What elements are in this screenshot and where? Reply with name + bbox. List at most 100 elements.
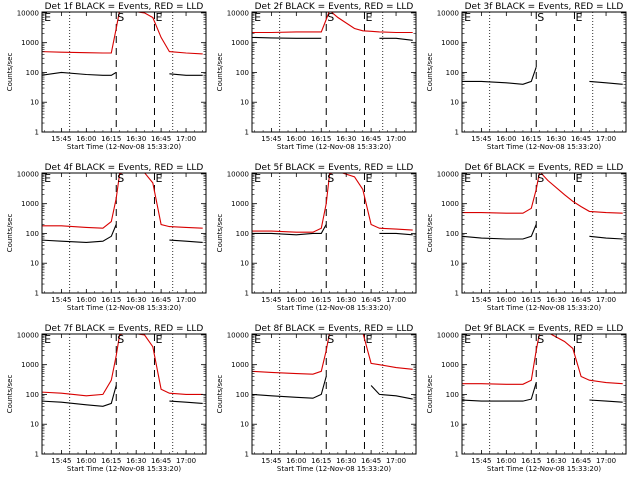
event-marker-label: E	[44, 333, 51, 346]
y-tick-label: 10000	[17, 170, 39, 178]
series-events-line	[42, 71, 203, 76]
y-axis-label: Counts/sec	[6, 53, 14, 92]
y-tick-label: 1	[455, 451, 459, 459]
event-marker-label: E	[575, 172, 582, 185]
y-tick-label: 1000	[231, 39, 249, 47]
y-tick-label: 1000	[21, 200, 39, 208]
x-axis-label: Start Time (12-Nov-08 15:33:20)	[67, 465, 181, 473]
chart-title: Det 4f BLACK = Events, RED = LLD	[45, 163, 204, 173]
x-tick-label: 16:45	[151, 135, 171, 143]
chart-title: Det 1f BLACK = Events, RED = LLD	[45, 2, 204, 12]
y-tick-label: 1	[245, 290, 249, 298]
x-tick-label: 16:45	[361, 135, 381, 143]
series-lld-line	[462, 334, 623, 385]
y-axis-label: Counts/sec	[426, 214, 434, 253]
y-tick-label: 10	[450, 260, 459, 268]
y-tick-label: 10	[30, 260, 39, 268]
x-tick-label: 17:00	[596, 135, 616, 143]
y-tick-label: 1	[455, 129, 459, 137]
x-axis-label: Start Time (12-Nov-08 15:33:20)	[487, 143, 601, 151]
event-marker-label: E	[155, 11, 162, 24]
x-tick-label: 16:30	[546, 457, 566, 465]
x-tick-label: 16:15	[311, 296, 331, 304]
event-marker-label: S	[327, 11, 334, 24]
chart-title: Det 5f BLACK = Events, RED = LLD	[255, 163, 414, 173]
series-events-line	[42, 224, 203, 243]
plot-frame	[41, 172, 207, 294]
y-tick-label: 10000	[227, 9, 249, 17]
y-tick-label: 1	[35, 451, 39, 459]
y-axis-label: Counts/sec	[6, 214, 14, 253]
x-tick-label: 16:30	[126, 296, 146, 304]
event-marker-label: S	[327, 172, 334, 185]
y-tick-label: 10	[240, 99, 249, 107]
y-tick-label: 100	[26, 230, 39, 238]
event-marker-label: E	[44, 11, 51, 24]
chart-title: Det 6f BLACK = Events, RED = LLD	[465, 163, 624, 173]
x-tick-label: 17:00	[176, 296, 196, 304]
y-tick-label: 10000	[437, 170, 459, 178]
series-events-line	[252, 376, 413, 400]
x-axis-label: Start Time (12-Nov-08 15:33:20)	[67, 143, 181, 151]
x-tick-label: 15:45	[261, 457, 281, 465]
y-axis-label: Counts/sec	[6, 375, 14, 414]
series-lld-line	[252, 12, 413, 34]
event-marker-label: E	[155, 333, 162, 346]
x-tick-label: 16:30	[126, 457, 146, 465]
chart-title: Det 9f BLACK = Events, RED = LLD	[465, 324, 624, 334]
y-tick-label: 10	[450, 99, 459, 107]
x-tick-label: 15:45	[51, 135, 71, 143]
x-tick-label: 16:15	[521, 296, 541, 304]
series-lld-line	[252, 334, 413, 375]
y-tick-label: 1	[245, 129, 249, 137]
y-tick-label: 10000	[17, 331, 39, 339]
x-tick-label: 16:45	[571, 457, 591, 465]
y-tick-label: 1000	[231, 200, 249, 208]
event-marker-label: S	[537, 172, 544, 185]
x-axis-label: Start Time (12-Nov-08 15:33:20)	[277, 143, 391, 151]
x-tick-label: 17:00	[596, 457, 616, 465]
plot-frame	[41, 333, 207, 455]
y-tick-label: 100	[446, 69, 459, 77]
y-tick-label: 100	[446, 230, 459, 238]
x-tick-label: 16:00	[496, 135, 516, 143]
x-tick-label: 16:15	[521, 457, 541, 465]
y-tick-label: 10	[30, 421, 39, 429]
y-axis-label: Counts/sec	[216, 214, 224, 253]
x-tick-label: 16:00	[76, 457, 96, 465]
series-events-line	[252, 36, 413, 41]
x-tick-label: 15:45	[51, 296, 71, 304]
event-marker-label: S	[537, 333, 544, 346]
x-tick-label: 17:00	[596, 296, 616, 304]
event-marker-label: E	[365, 11, 372, 24]
y-tick-label: 10	[240, 260, 249, 268]
x-tick-label: 15:45	[471, 457, 491, 465]
x-tick-label: 15:45	[261, 135, 281, 143]
series-events-line	[462, 67, 623, 85]
plot-frame	[251, 333, 417, 455]
x-tick-label: 16:30	[546, 135, 566, 143]
event-marker-label: E	[254, 11, 261, 24]
event-marker-label: E	[464, 11, 471, 24]
x-tick-label: 16:45	[571, 135, 591, 143]
x-tick-label: 16:00	[76, 296, 96, 304]
y-tick-label: 1000	[21, 361, 39, 369]
plot-frame	[41, 11, 207, 133]
x-tick-label: 16:30	[126, 135, 146, 143]
x-tick-label: 16:00	[286, 457, 306, 465]
x-axis-label: Start Time (12-Nov-08 15:33:20)	[277, 304, 391, 312]
x-tick-label: 16:00	[286, 135, 306, 143]
event-marker-label: E	[155, 172, 162, 185]
x-tick-label: 16:15	[101, 135, 121, 143]
x-tick-label: 15:45	[51, 457, 71, 465]
x-tick-label: 16:45	[571, 296, 591, 304]
event-marker-label: E	[575, 333, 582, 346]
x-tick-label: 16:30	[336, 296, 356, 304]
x-tick-label: 16:00	[496, 296, 516, 304]
x-axis-label: Start Time (12-Nov-08 15:33:20)	[487, 465, 601, 473]
chart-title: Det 8f BLACK = Events, RED = LLD	[255, 324, 414, 334]
y-tick-label: 10	[450, 421, 459, 429]
y-axis-label: Counts/sec	[426, 375, 434, 414]
